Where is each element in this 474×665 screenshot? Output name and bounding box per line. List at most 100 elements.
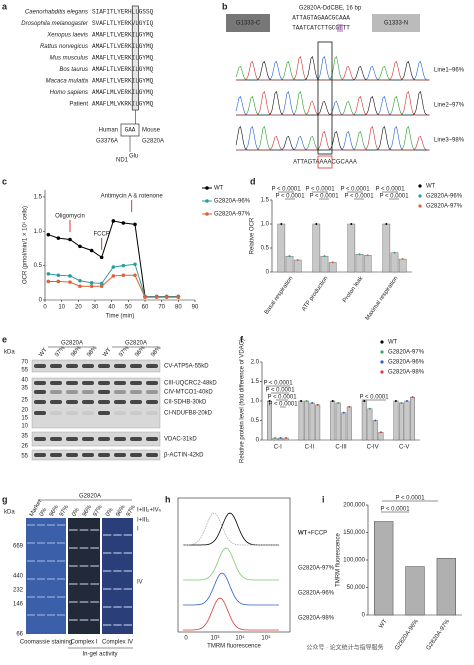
data-point [56,236,61,240]
marker-label: 35 [21,386,28,392]
legend-label: G2820A-97% [426,204,463,210]
plot-frame [177,497,291,633]
bar-dot [305,400,308,402]
complex-label: I+III₂+IVₙ [137,508,162,514]
blot-band [130,400,142,404]
panel-label: e [2,334,7,344]
gel-band [90,583,99,585]
gel-section [102,518,133,634]
bar-dot [368,407,371,410]
blot-strip [31,359,161,373]
legend-label: WT [388,340,398,346]
blot-band [66,453,78,457]
blot-band [146,364,158,368]
blot-band [82,390,94,394]
band-label: VDAC-31kD [164,437,197,443]
blot-band [82,437,94,441]
gel-band [27,524,35,526]
x-tick-label: G2820A-96% [394,618,420,651]
sequence: AMAFLTLVERKILGYMQ [92,32,154,39]
data-point [111,265,116,269]
x-axis-title: TMRM fluorescence [207,644,261,650]
y-tick-label: 0.5 [34,263,43,269]
bar [285,255,294,273]
gene: ND1 [116,158,129,164]
x-tick-label: Proton leak [342,275,365,304]
blot-band [130,364,142,368]
species: Mus musculus [50,56,88,62]
gel-band [37,560,45,562]
domain-label: G1333-C [236,21,261,27]
lane-label: 97% [126,504,138,518]
data-point [133,273,137,278]
marker-label: 55 [21,368,28,374]
legend-swatch [418,204,422,208]
x-tick-label: 10⁵ [261,635,271,642]
gel-band [57,560,65,562]
gel-band [27,614,35,616]
gel-band [113,570,122,572]
lane-label: 0% [105,507,115,518]
gel-band [123,588,132,590]
gel-band [47,614,55,616]
gel-band [113,552,122,554]
x-tick-label: G2820A-97% [426,618,452,651]
x-tick-label: 30 [92,305,99,311]
panel-label: g [2,494,8,504]
watermark: 公众号 · 论文统计与指导服务 [306,644,383,652]
data-point [143,295,147,300]
bar [335,402,341,441]
data-point [78,278,82,283]
legend-label: G2820A-96% [426,194,463,200]
bar-dot [268,400,271,402]
bar-dot [337,401,340,404]
annotation: P < 0.0001 [265,388,295,394]
domain-label: G1333-N [384,21,408,27]
bar [436,558,456,616]
gel-band [123,624,132,626]
gel-band [103,552,112,554]
y-tick-label: 1.0 [34,229,43,235]
x-tick-label: C-I [274,445,282,451]
bar-dot [279,437,282,440]
blot-band [66,400,78,404]
y-tick-label: 1.5 [34,194,43,200]
gel-band [79,547,89,549]
gel-band [123,552,132,554]
title: G2820A-DdCBE, 16 bp [299,6,362,12]
domain-left [226,14,270,32]
bar [410,396,415,441]
y-axis-title: OCR (pmol/min/1 × 10⁴ cells) [22,206,29,284]
marker-label: 440 [13,574,24,580]
annotation: P < 0.0001 [359,395,389,401]
gel-section [68,518,100,634]
bar-dot [342,411,345,414]
y-tick-label: 1.0 [261,222,270,228]
blot-band [34,390,46,394]
x-tick-label: ATP production [301,276,329,313]
band-label: β-ACTIN-42kD [164,453,204,459]
blot-band [98,411,110,415]
bar-dot [393,251,396,254]
blot-band [114,381,126,385]
legend-label: WT [214,186,224,192]
panel-label: h [165,494,171,504]
blot-band [98,437,110,441]
band-label: CIV-MTCO1-40kD [164,390,213,396]
data-point [121,263,126,268]
gel-band [79,529,89,531]
histogram-label: G2820A-98% [298,616,335,622]
bar-dot [394,400,397,402]
lane-label: 97% [59,504,71,518]
bar-dot [400,401,403,404]
y-tick-label: 1.5 [251,379,260,385]
bar [404,400,410,441]
blot-band [98,390,110,394]
bar [315,404,321,441]
data-point [68,274,72,278]
variant: G3376A [96,139,118,145]
y-tick-label: 0 [256,438,260,444]
bar [390,252,399,273]
domain-right [372,14,420,32]
gel-band [113,534,122,536]
